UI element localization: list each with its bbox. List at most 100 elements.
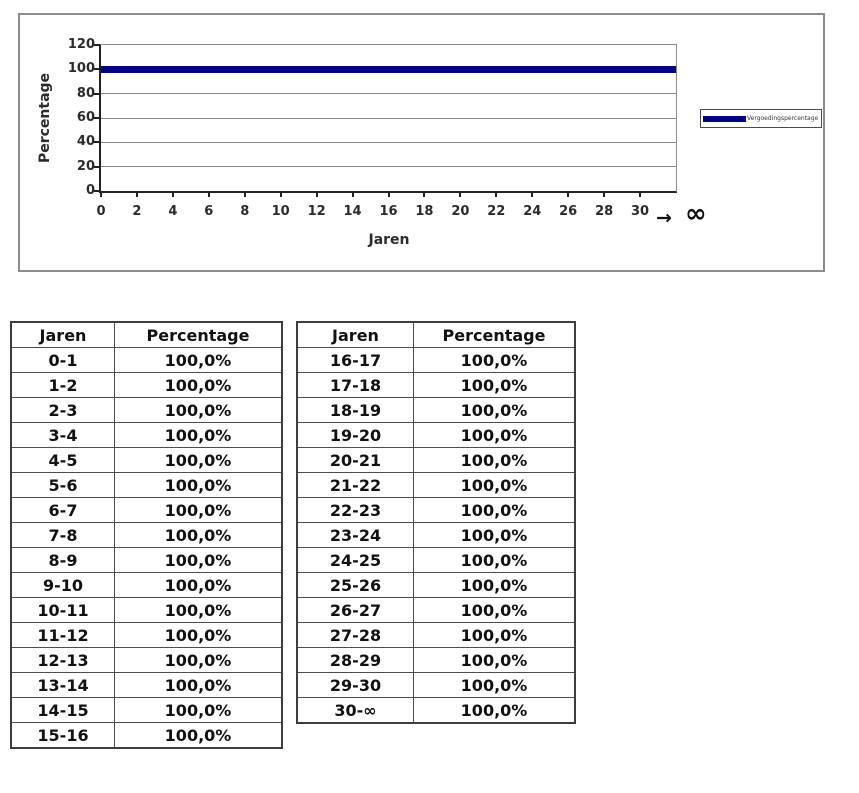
percentage-cell: 100,0%	[413, 597, 576, 623]
table-row: 22-23 100,0%	[296, 497, 576, 523]
table-row: 21-22 100,0%	[296, 472, 576, 498]
legend-line-swatch	[703, 115, 746, 122]
year-range-cell: 23-24	[296, 522, 414, 548]
year-range-cell: 2-3	[10, 397, 115, 423]
x-tick-label: 20	[451, 204, 470, 219]
x-tick-mark	[171, 193, 174, 197]
year-range-cell: 3-4	[10, 422, 115, 448]
x-tick-mark	[100, 193, 102, 197]
year-range-cell: 9-10	[10, 572, 115, 598]
year-range-cell: 20-21	[296, 447, 414, 473]
y-tick-label: 100	[67, 61, 95, 77]
year-range-cell: 11-12	[10, 622, 115, 648]
year-range-cell: 6-7	[10, 497, 115, 523]
table-row: 12-13 100,0%	[10, 647, 283, 673]
table-header-row: Jaren Percentage	[10, 321, 283, 348]
legend-label: Vergoedingspercentage	[747, 115, 819, 122]
year-range-cell: 0-1	[10, 347, 115, 373]
table-row: 4-5 100,0%	[10, 447, 283, 473]
x-tick-mark	[423, 193, 426, 197]
year-range-cell: 25-26	[296, 572, 414, 598]
year-range-cell: 7-8	[10, 522, 115, 548]
x-tick-mark	[387, 193, 390, 197]
x-tick-label: 6	[204, 204, 214, 219]
gridline	[101, 141, 676, 143]
table-row: 7-8 100,0%	[10, 522, 283, 548]
table-left: Jaren Percentage 0-1 100,0% 1-2 100,0% 2-3 100,…	[10, 321, 283, 749]
percentage-cell: 100,0%	[114, 472, 283, 498]
percentage-cell: 100,0%	[413, 397, 576, 423]
percentage-cell: 100,0%	[413, 572, 576, 598]
x-tick-label: 14	[343, 204, 362, 219]
percentage-cell: 100,0%	[114, 672, 283, 698]
percentage-cell: 100,0%	[114, 522, 283, 548]
year-range-cell: 16-17	[296, 347, 414, 373]
percentage-cell: 100,0%	[413, 522, 576, 548]
table-row: 3-4 100,0%	[10, 422, 283, 448]
percentage-cell: 100,0%	[114, 347, 283, 373]
year-range-cell: 27-28	[296, 622, 414, 648]
table-header-row: Jaren Percentage	[296, 321, 576, 348]
x-tick-label: 10	[271, 204, 290, 219]
percentage-cell: 100,0%	[114, 597, 283, 623]
year-range-cell: 26-27	[296, 597, 414, 623]
x-tick-label: 24	[523, 204, 542, 219]
year-range-cell: 5-6	[10, 472, 115, 498]
percentage-cell: 100,0%	[114, 397, 283, 423]
year-range-cell: 15-16	[10, 722, 115, 749]
x-tick-mark	[459, 193, 462, 197]
x-tick-mark	[351, 193, 354, 197]
year-range-cell: 19-20	[296, 422, 414, 448]
table-row: 0-1 100,0%	[10, 347, 283, 373]
x-tick-label: 4	[168, 204, 178, 219]
legend: Vergoedingspercentage	[700, 109, 822, 128]
gridline	[101, 93, 676, 95]
x-tick-label: 18	[415, 204, 434, 219]
series-line-vergoedingspercentage	[101, 65, 676, 73]
x-tick-label: 2	[132, 204, 142, 219]
year-range-cell: 30-∞	[296, 697, 414, 724]
table-row: 9-10 100,0%	[10, 572, 283, 598]
table-row: 30-∞ 100,0%	[296, 697, 576, 724]
percentage-cell: 100,0%	[114, 547, 283, 573]
plot-area	[99, 44, 677, 193]
percentage-cell: 100,0%	[114, 722, 283, 749]
y-tick-mark	[94, 44, 100, 46]
table-row: 25-26 100,0%	[296, 572, 576, 598]
percentage-cell: 100,0%	[114, 447, 283, 473]
table-row: 5-6 100,0%	[10, 472, 283, 498]
x-tick-label: 28	[595, 204, 614, 219]
x-tick-mark	[603, 193, 606, 197]
table-row: 18-19 100,0%	[296, 397, 576, 423]
x-tick-mark	[315, 193, 318, 197]
gridline	[101, 117, 676, 119]
x-axis-title: Jaren	[368, 232, 410, 248]
percentage-cell: 100,0%	[413, 622, 576, 648]
percentage-cell: 100,0%	[114, 372, 283, 398]
year-range-cell: 4-5	[10, 447, 115, 473]
x-tick-mark	[279, 193, 282, 197]
percentage-column-header: Percentage	[413, 321, 576, 348]
table-row: 16-17 100,0%	[296, 347, 576, 373]
year-range-cell: 17-18	[296, 372, 414, 398]
y-tick-mark	[94, 165, 100, 168]
infinity-symbol: ∞	[685, 199, 707, 229]
x-tick-mark	[639, 193, 642, 197]
percentage-cell: 100,0%	[413, 372, 576, 398]
percentage-cell: 100,0%	[413, 347, 576, 373]
table-row: 26-27 100,0%	[296, 597, 576, 623]
percentage-cell: 100,0%	[114, 647, 283, 673]
year-range-cell: 21-22	[296, 472, 414, 498]
table-row: 10-11 100,0%	[10, 597, 283, 623]
x-tick-mark	[567, 193, 570, 197]
table-row: 28-29 100,0%	[296, 647, 576, 673]
percentage-cell: 100,0%	[114, 622, 283, 648]
y-tick-label: 60	[76, 110, 95, 125]
x-tick-label: 22	[487, 204, 506, 219]
x-tick-mark	[531, 193, 534, 197]
y-tick-label: 120	[67, 37, 95, 52]
jaren-column-header: Jaren	[296, 321, 414, 348]
percentage-cell: 100,0%	[114, 572, 283, 598]
percentage-cell: 100,0%	[413, 547, 576, 573]
y-tick-mark	[94, 117, 100, 119]
